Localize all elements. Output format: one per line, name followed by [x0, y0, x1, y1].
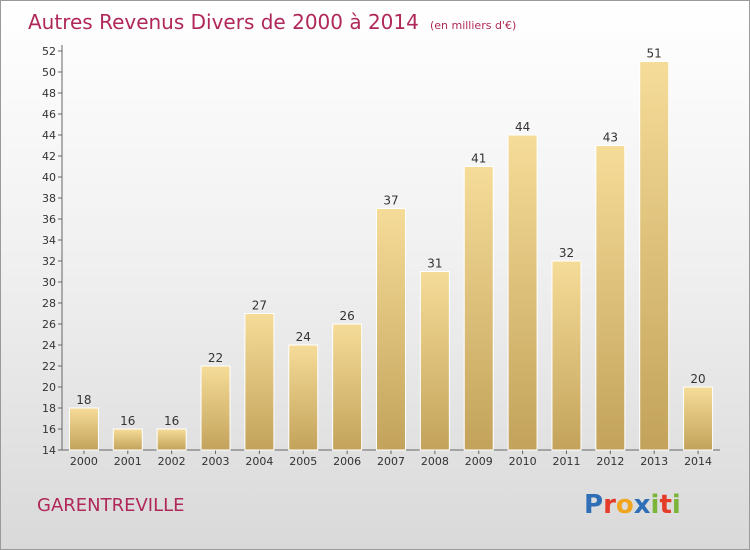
bar	[419, 271, 450, 451]
x-tick-label: 2011	[552, 455, 580, 468]
y-tick-label: 42	[42, 150, 56, 163]
data-label: 37	[383, 194, 398, 208]
y-tick-label: 14	[42, 444, 56, 457]
bar	[463, 166, 494, 451]
y-tick-label: 52	[42, 45, 56, 58]
y-tick-label: 32	[42, 255, 56, 268]
y-tick-label: 44	[42, 129, 56, 142]
data-label: 43	[603, 131, 618, 145]
data-label: 26	[339, 309, 354, 323]
data-label: 24	[296, 330, 311, 344]
logo-letter: P	[584, 490, 604, 520]
y-tick-label: 24	[42, 339, 56, 352]
y-tick-label: 48	[42, 87, 56, 100]
x-tick-label: 2000	[70, 455, 98, 468]
y-tick-label: 20	[42, 381, 56, 394]
title-block: Autres Revenus Divers de 2000 à 2014 (en…	[28, 10, 516, 34]
x-tick-label: 2001	[114, 455, 142, 468]
x-tick-label: 2010	[509, 455, 537, 468]
chart-subtitle: (en milliers d'€)	[429, 19, 517, 32]
bar	[332, 323, 363, 451]
data-label: 41	[471, 152, 486, 166]
bar	[112, 428, 143, 451]
bar	[200, 365, 231, 451]
town-name: GARENTREVILLE	[37, 495, 185, 516]
bar	[551, 260, 582, 451]
x-tick-label: 2012	[596, 455, 624, 468]
logo-letter: x	[633, 490, 651, 520]
chart-title: Autres Revenus Divers de 2000 à 2014	[28, 10, 419, 34]
data-label: 20	[690, 372, 705, 386]
y-tick-label: 26	[42, 318, 56, 331]
data-label: 27	[252, 299, 267, 313]
x-tick-label: 2005	[289, 455, 317, 468]
y-tick-label: 18	[42, 402, 56, 415]
x-tick-label: 2009	[465, 455, 493, 468]
data-label: 51	[647, 47, 662, 61]
logo-letter: r	[603, 490, 616, 520]
y-tick-label: 22	[42, 360, 56, 373]
bar	[68, 407, 99, 451]
x-tick-label: 2004	[245, 455, 273, 468]
bar	[244, 313, 275, 451]
x-tick-label: 2013	[640, 455, 668, 468]
x-tick-label: 2003	[202, 455, 230, 468]
bar	[376, 208, 406, 451]
logo-letter: i	[650, 490, 660, 520]
y-tick-label: 46	[42, 108, 56, 121]
y-tick-label: 38	[42, 192, 56, 205]
bar	[639, 61, 670, 451]
data-label: 32	[559, 246, 574, 260]
y-tick-label: 50	[42, 66, 56, 79]
x-tick-label: 2002	[158, 455, 186, 468]
logo-letter: t	[659, 490, 672, 520]
y-tick-label: 28	[42, 297, 56, 310]
x-tick-label: 2008	[421, 455, 449, 468]
x-tick-label: 2007	[377, 455, 405, 468]
data-label: 22	[208, 351, 223, 365]
logo-letter: o	[615, 490, 634, 520]
data-label: 44	[515, 120, 530, 134]
bar	[683, 386, 714, 451]
x-tick-label: 2006	[333, 455, 361, 468]
y-tick-label: 16	[42, 423, 56, 436]
data-label: 16	[164, 414, 179, 428]
logo-letter: i	[671, 490, 681, 520]
bar	[507, 134, 538, 451]
y-tick-label: 30	[42, 276, 56, 289]
bar	[288, 344, 319, 451]
y-tick-label: 36	[42, 213, 56, 226]
y-tick-label: 40	[42, 171, 56, 184]
y-tick-label: 34	[42, 234, 56, 247]
data-label: 16	[120, 414, 135, 428]
bar	[156, 428, 187, 451]
x-tick-label: 2014	[684, 455, 712, 468]
proxiti-logo: Proxiti	[584, 490, 681, 520]
data-label: 18	[76, 393, 91, 407]
data-label: 31	[427, 257, 442, 271]
bar	[595, 145, 626, 451]
